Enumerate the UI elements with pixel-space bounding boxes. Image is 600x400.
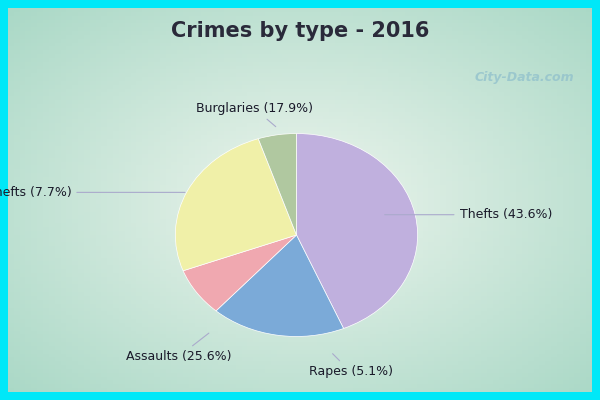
Text: Burglaries (17.9%): Burglaries (17.9%) — [196, 102, 313, 127]
Text: Thefts (43.6%): Thefts (43.6%) — [385, 208, 552, 221]
Wedge shape — [258, 134, 296, 235]
Wedge shape — [175, 139, 296, 271]
Text: Crimes by type - 2016: Crimes by type - 2016 — [171, 21, 429, 41]
Wedge shape — [296, 134, 418, 328]
Text: City-Data.com: City-Data.com — [475, 71, 574, 84]
Wedge shape — [183, 235, 296, 311]
Text: Auto thefts (7.7%): Auto thefts (7.7%) — [0, 186, 185, 199]
Text: Rapes (5.1%): Rapes (5.1%) — [309, 354, 393, 378]
Wedge shape — [216, 235, 344, 336]
Text: Assaults (25.6%): Assaults (25.6%) — [125, 333, 231, 363]
